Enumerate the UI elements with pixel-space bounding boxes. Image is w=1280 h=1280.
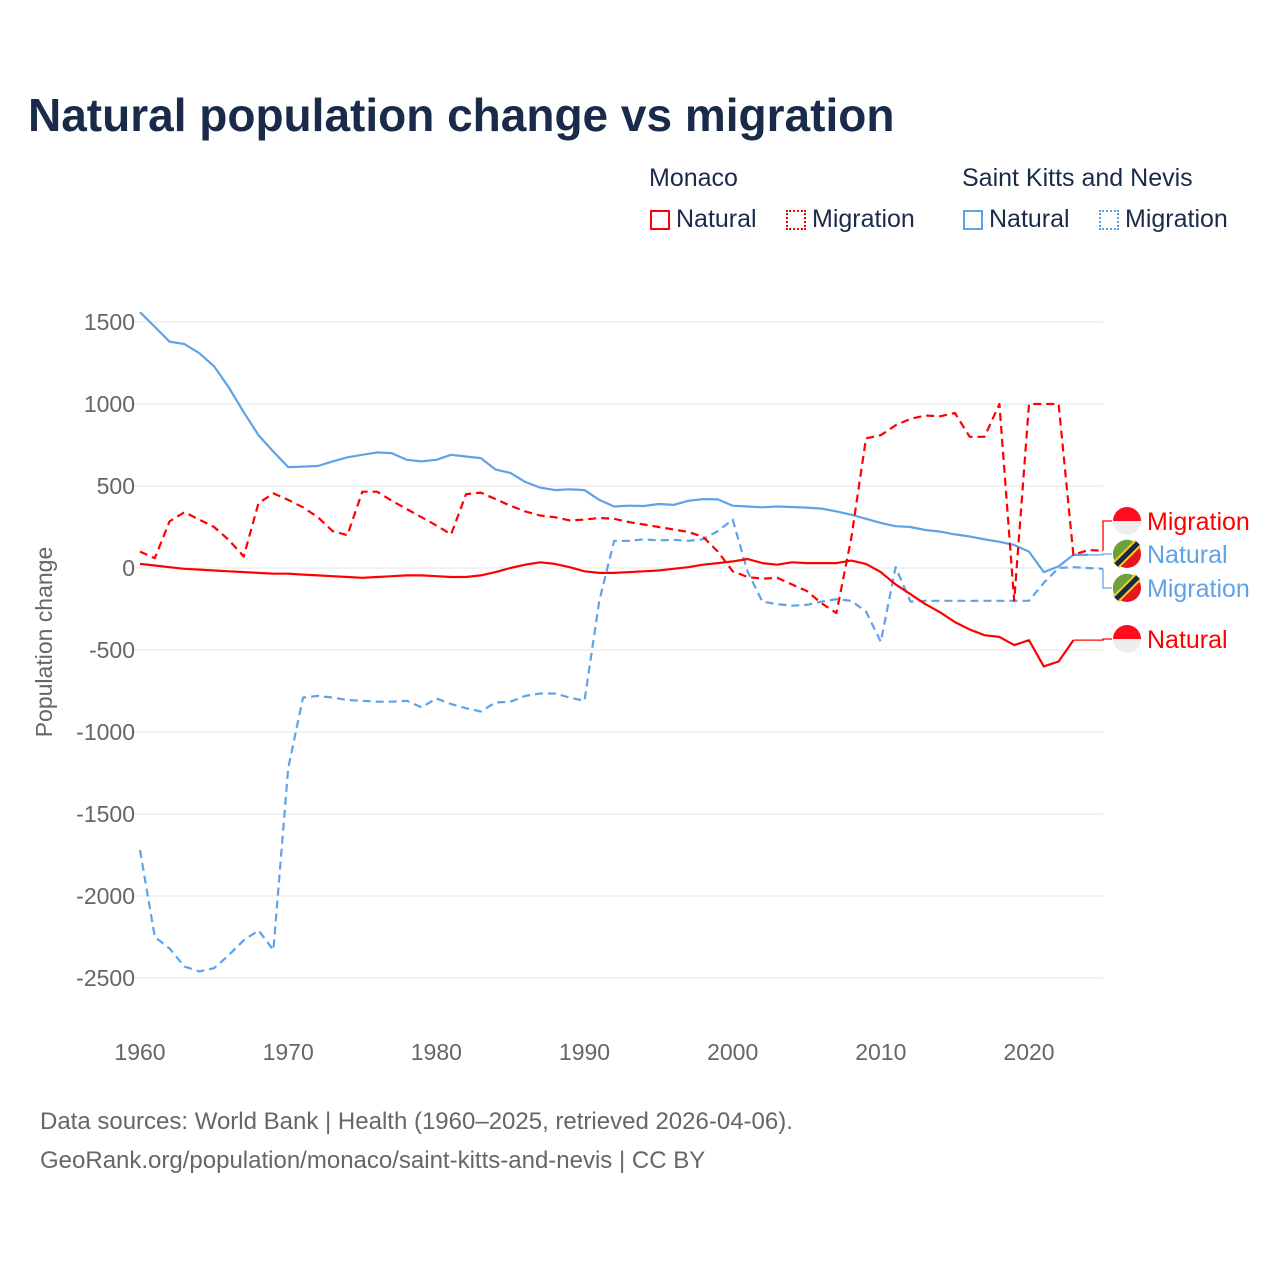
chart-title: Natural population change vs migration <box>28 89 895 141</box>
legend-label: Migration <box>812 205 915 233</box>
legend-skn-migration[interactable]: Migration <box>1099 205 1228 234</box>
legend-swatch-dotted <box>1099 209 1119 230</box>
legend-label: Migration <box>1125 205 1228 233</box>
y-tick-label: -1500 <box>76 801 135 827</box>
series-line-monaco-natural <box>139 557 1075 668</box>
x-tick-label: 2020 <box>1003 1039 1054 1065</box>
label-leader-line <box>1102 568 1112 589</box>
x-tick-label: 2000 <box>707 1039 758 1065</box>
label-leader-line <box>1073 638 1112 641</box>
y-tick-label: -1000 <box>76 719 135 745</box>
legend-monaco-migration[interactable]: Migration <box>786 205 915 234</box>
series-end-label: Migration <box>1147 575 1250 603</box>
monaco-flag-red-half <box>1113 625 1141 639</box>
legend-swatch-dotted <box>786 209 806 230</box>
footer-url[interactable]: GeoRank.org/population/monaco/saint-kitt… <box>40 1147 706 1174</box>
y-tick-label: -500 <box>89 637 135 663</box>
label-leader-line <box>1102 520 1112 552</box>
legend-swatch-solid <box>963 209 983 230</box>
y-tick-label: -2500 <box>76 965 135 991</box>
legend-skn-natural[interactable]: Natural <box>963 205 1070 234</box>
y-tick-label: 1500 <box>84 309 135 335</box>
series-line-saint-kitts-and-nevis-migration <box>138 518 1104 973</box>
legend-group-monaco: Monaco <box>649 164 738 192</box>
y-tick-label: 0 <box>122 555 135 581</box>
monaco-flag-red-half <box>1113 507 1141 521</box>
legend-group-skn: Saint Kitts and Nevis <box>962 164 1193 192</box>
legend-label: Natural <box>989 205 1070 233</box>
saint-kitts-flag-black-band <box>1114 541 1140 567</box>
footer-sources: Data sources: World Bank | Health (1960–… <box>40 1108 793 1135</box>
x-tick-label: 1990 <box>559 1039 610 1065</box>
saint-kitts-flag-black-band <box>1114 575 1140 601</box>
series-line-monaco-migration <box>139 402 1104 615</box>
series-end-label: Natural <box>1147 541 1228 569</box>
y-tick-label: -2000 <box>76 883 135 909</box>
legend-monaco-natural[interactable]: Natural <box>650 205 757 234</box>
x-tick-label: 1970 <box>263 1039 314 1065</box>
y-axis-label: Population change <box>31 547 57 738</box>
legend-swatch-solid <box>650 209 670 230</box>
y-tick-label: 1000 <box>84 391 135 417</box>
series-line-saint-kitts-and-nevis-natural <box>139 311 1089 574</box>
x-tick-label: 1960 <box>114 1039 165 1065</box>
x-tick-label: 1980 <box>411 1039 462 1065</box>
series-end-label: Natural <box>1147 626 1228 654</box>
y-tick-label: 500 <box>97 473 135 499</box>
series-end-label: Migration <box>1147 508 1250 536</box>
x-tick-label: 2010 <box>855 1039 906 1065</box>
legend-label: Natural <box>676 205 757 233</box>
label-leader-line <box>1088 553 1112 556</box>
